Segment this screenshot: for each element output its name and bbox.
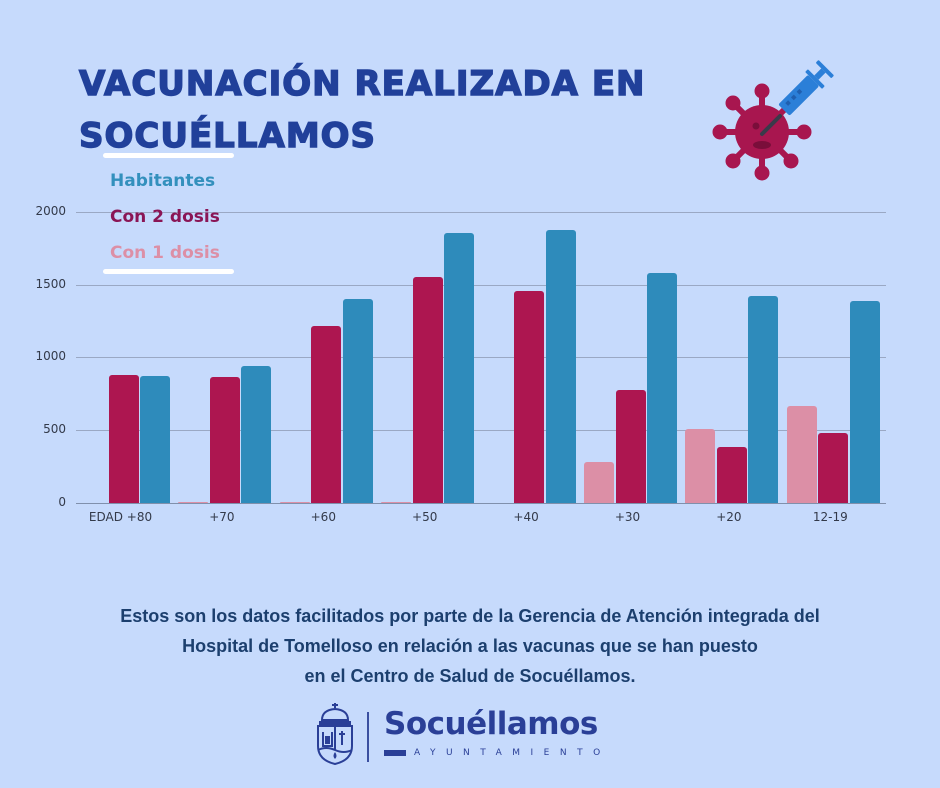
bar-con-2-dosis-0 [108, 374, 139, 503]
bar-con-2-dosis-1 [209, 376, 240, 503]
bar-habitantes-1 [241, 365, 272, 503]
ayuntamiento-logo: Socuéllamos AYUNTAMIENTO [314, 700, 634, 770]
bar-con-1-dosis-5 [584, 461, 614, 503]
x-axis-line [76, 503, 886, 504]
caption-line-2: Hospital de Tomelloso en relación a las … [182, 636, 758, 656]
bar-habitantes-2 [342, 298, 373, 503]
bar-con-1-dosis-6 [685, 428, 716, 503]
bar-con-2-dosis-5 [615, 389, 646, 503]
bar-con-1-dosis-3 [381, 501, 412, 503]
logo-divider [367, 712, 369, 762]
x-tick-label: EDAD +80 [88, 510, 153, 524]
bar-habitantes-6 [748, 295, 779, 503]
y-tick-1500: 1500 [35, 277, 66, 291]
caption-line-1: Estos son los datos facilitados por part… [120, 606, 820, 626]
x-tick-label: 12-19 [812, 510, 848, 524]
bar-con-2-dosis-3 [412, 277, 443, 503]
gridline-2000 [76, 212, 886, 213]
y-tick-2000: 2000 [35, 204, 66, 218]
virus-syringe-icon [712, 60, 834, 181]
bar-con-2-dosis-7 [818, 433, 849, 503]
y-tick-500: 500 [43, 422, 66, 436]
bar-con-2-dosis-2 [311, 325, 342, 503]
bar-habitantes-0 [140, 375, 170, 503]
legend-top-rule [103, 153, 234, 158]
logo-subtitle-text: AYUNTAMIENTO [414, 748, 611, 758]
bar-con-2-dosis-4 [514, 291, 545, 503]
bar-habitantes-7 [849, 301, 880, 503]
y-tick-0: 0 [58, 495, 66, 509]
caption-text: Estos son los datos facilitados por part… [20, 601, 920, 691]
gridline-500 [76, 430, 886, 431]
logo-name: Socuéllamos [384, 706, 598, 742]
x-tick-label: +70 [209, 510, 235, 524]
gridline-1000 [76, 357, 886, 358]
bar-con-1-dosis-7 [786, 405, 817, 503]
legend-item-1-dosis: Con 1 dosis [110, 243, 220, 263]
title-line-1: VACUNACIÓN REALIZADA EN [78, 63, 646, 104]
chart-legend: Habitantes Con 2 dosis Con 1 dosis [103, 153, 234, 274]
legend-item-2-dosis: Con 2 dosis [110, 207, 220, 227]
x-tick-label: +40 [513, 510, 539, 524]
bar-habitantes-4 [545, 230, 576, 503]
y-tick-1000: 1000 [35, 349, 66, 363]
bar-habitantes-3 [444, 233, 475, 503]
title-line-2: SOCUÉLLAMOS [78, 115, 377, 156]
logo-bar-mark [384, 750, 406, 756]
coat-of-arms-icon [317, 703, 353, 766]
bar-con-1-dosis-2 [279, 501, 310, 503]
legend-item-habitantes: Habitantes [110, 171, 216, 191]
x-tick-label: +60 [310, 510, 336, 524]
legend-bottom-rule [103, 269, 234, 274]
bar-con-1-dosis-1 [178, 501, 209, 503]
logo-subtitle: AYUNTAMIENTO [384, 748, 611, 758]
bar-chart: 2000 1500 1000 500 0 EDAD +80 +70 +60 +50 +4… [35, 204, 886, 524]
x-tick-label: +50 [412, 510, 438, 524]
bar-habitantes-5 [647, 272, 677, 503]
x-tick-label: +30 [614, 510, 641, 524]
bar-con-2-dosis-6 [716, 446, 747, 503]
gridline-1500 [76, 285, 886, 286]
page-title: VACUNACIÓN REALIZADA EN SOCUÉLLAMOS [78, 58, 646, 162]
x-tick-label: +20 [716, 510, 742, 524]
caption-line-3: en el Centro de Salud de Socuéllamos. [304, 666, 636, 686]
